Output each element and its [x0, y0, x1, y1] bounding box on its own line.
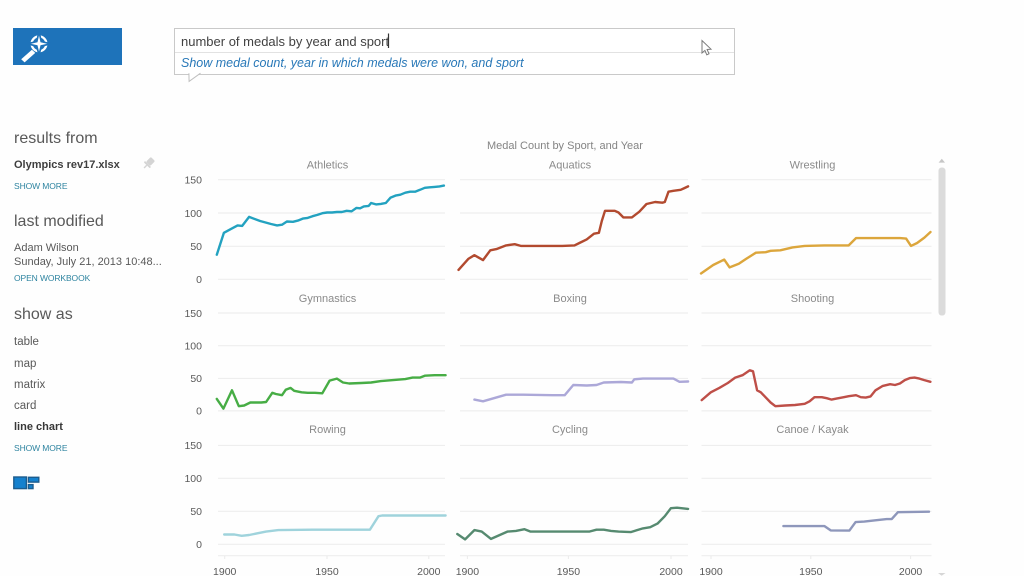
svg-text:2000: 2000: [659, 566, 683, 576]
svg-text:Athletics: Athletics: [307, 160, 349, 172]
svg-text:150: 150: [184, 440, 202, 452]
svg-text:100: 100: [184, 473, 202, 485]
svg-text:50: 50: [190, 241, 202, 253]
svg-text:0: 0: [196, 539, 202, 551]
svg-text:1900: 1900: [456, 566, 480, 576]
svg-text:100: 100: [184, 208, 202, 220]
svg-text:Boxing: Boxing: [553, 293, 587, 305]
svg-text:1950: 1950: [557, 566, 581, 576]
svg-text:1900: 1900: [213, 566, 237, 576]
svg-text:50: 50: [190, 373, 202, 385]
svg-text:2000: 2000: [417, 566, 441, 576]
svg-text:Canoe / Kayak: Canoe / Kayak: [776, 424, 849, 436]
svg-text:Gymnastics: Gymnastics: [299, 293, 357, 305]
svg-text:0: 0: [196, 274, 202, 286]
svg-text:Shooting: Shooting: [791, 293, 834, 305]
svg-text:2000: 2000: [899, 566, 923, 576]
svg-text:Aquatics: Aquatics: [549, 160, 592, 172]
svg-text:Wrestling: Wrestling: [790, 160, 836, 172]
svg-text:50: 50: [190, 506, 202, 518]
svg-text:Cycling: Cycling: [552, 424, 588, 436]
svg-text:0: 0: [196, 406, 202, 418]
svg-text:100: 100: [184, 341, 202, 353]
svg-text:Rowing: Rowing: [309, 424, 346, 436]
svg-text:1950: 1950: [315, 566, 339, 576]
svg-text:1950: 1950: [799, 566, 823, 576]
svg-text:150: 150: [184, 308, 202, 320]
svg-text:1900: 1900: [699, 566, 723, 576]
svg-text:150: 150: [184, 175, 202, 187]
